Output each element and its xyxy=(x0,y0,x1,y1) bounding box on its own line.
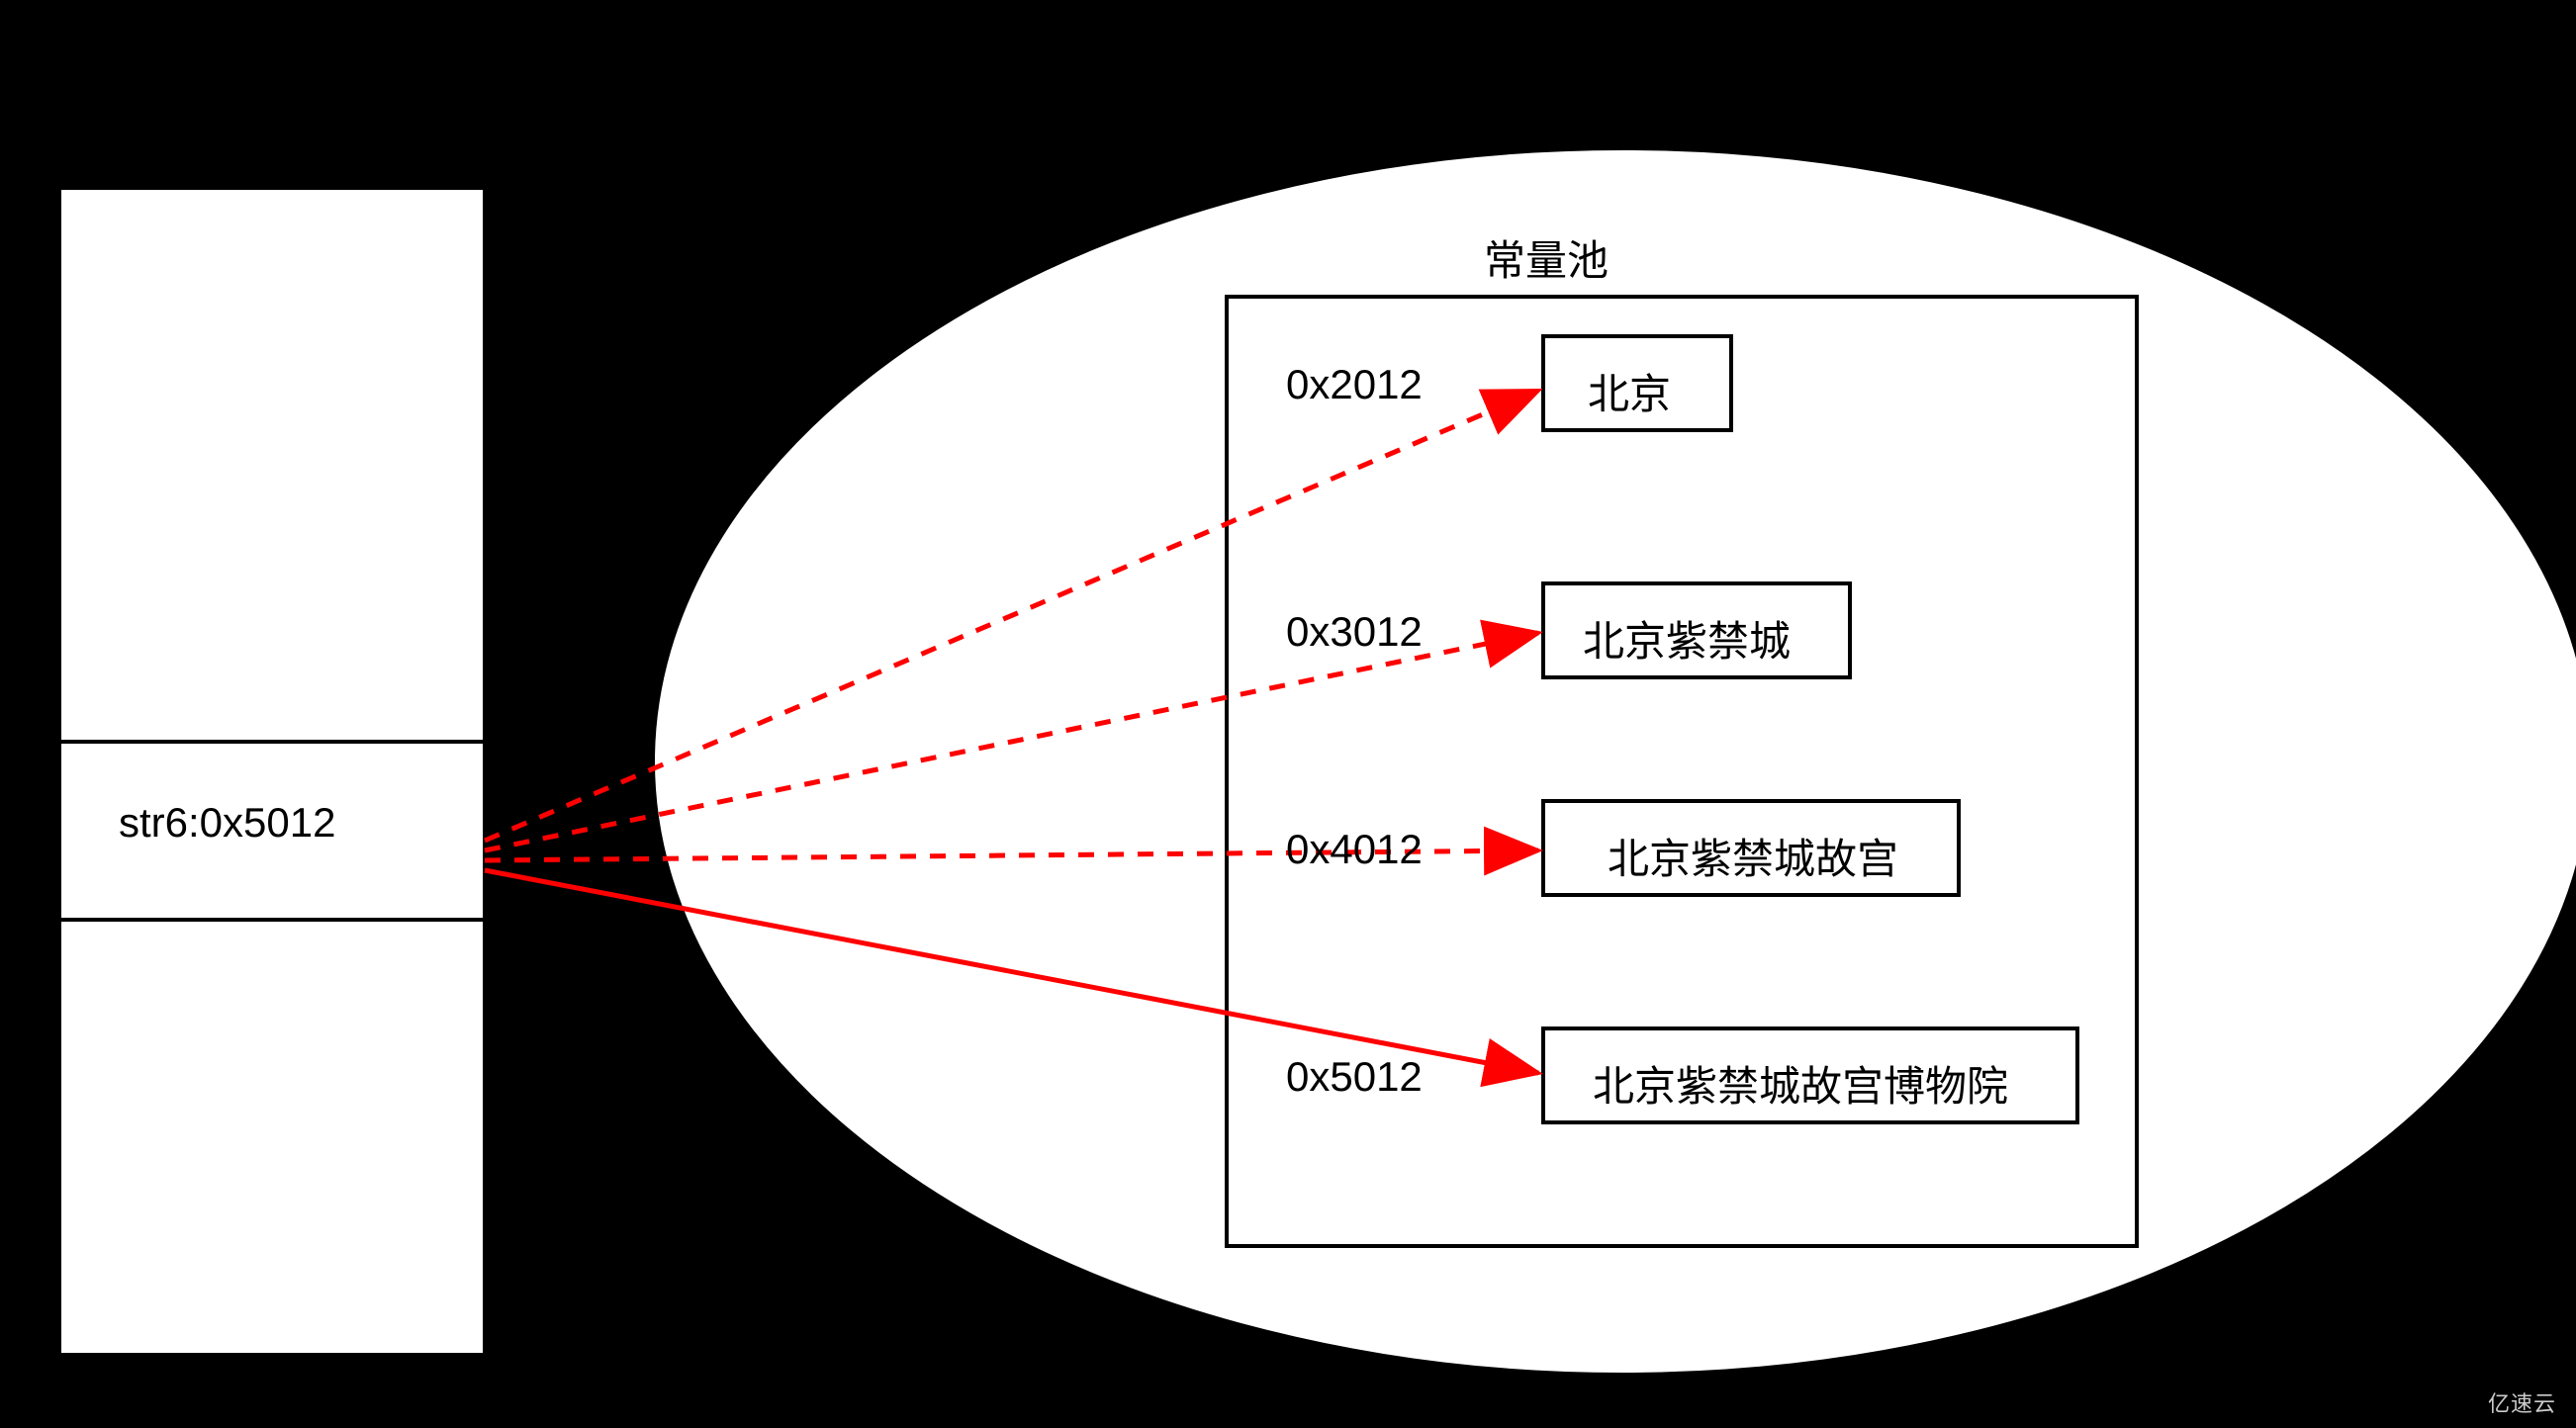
pool-entry-value-3: 北京紫禁城故宫博物院 xyxy=(1593,1053,2008,1114)
constant-pool-title: 常量池 xyxy=(1484,227,1609,288)
pool-entry-addr-0: 0x2012 xyxy=(1286,361,1423,408)
pool-entry-value-0: 北京 xyxy=(1588,361,1671,421)
stack-cell-label: str6:0x5012 xyxy=(119,799,335,847)
pool-entry-value-2: 北京紫禁城故宫 xyxy=(1608,826,1898,886)
diagram-canvas: str6:0x5012 常量池 0x2012 北京 0x3012 北京紫禁城 0… xyxy=(0,0,2576,1428)
pool-entry-value-1: 北京紫禁城 xyxy=(1583,608,1791,669)
stack-column xyxy=(59,188,485,1355)
watermark: 亿速云 xyxy=(2488,1386,2556,1418)
svg-layer xyxy=(0,0,2576,1428)
pool-entry-addr-1: 0x3012 xyxy=(1286,608,1423,656)
pool-entry-addr-3: 0x5012 xyxy=(1286,1053,1423,1101)
pool-entry-addr-2: 0x4012 xyxy=(1286,826,1423,873)
